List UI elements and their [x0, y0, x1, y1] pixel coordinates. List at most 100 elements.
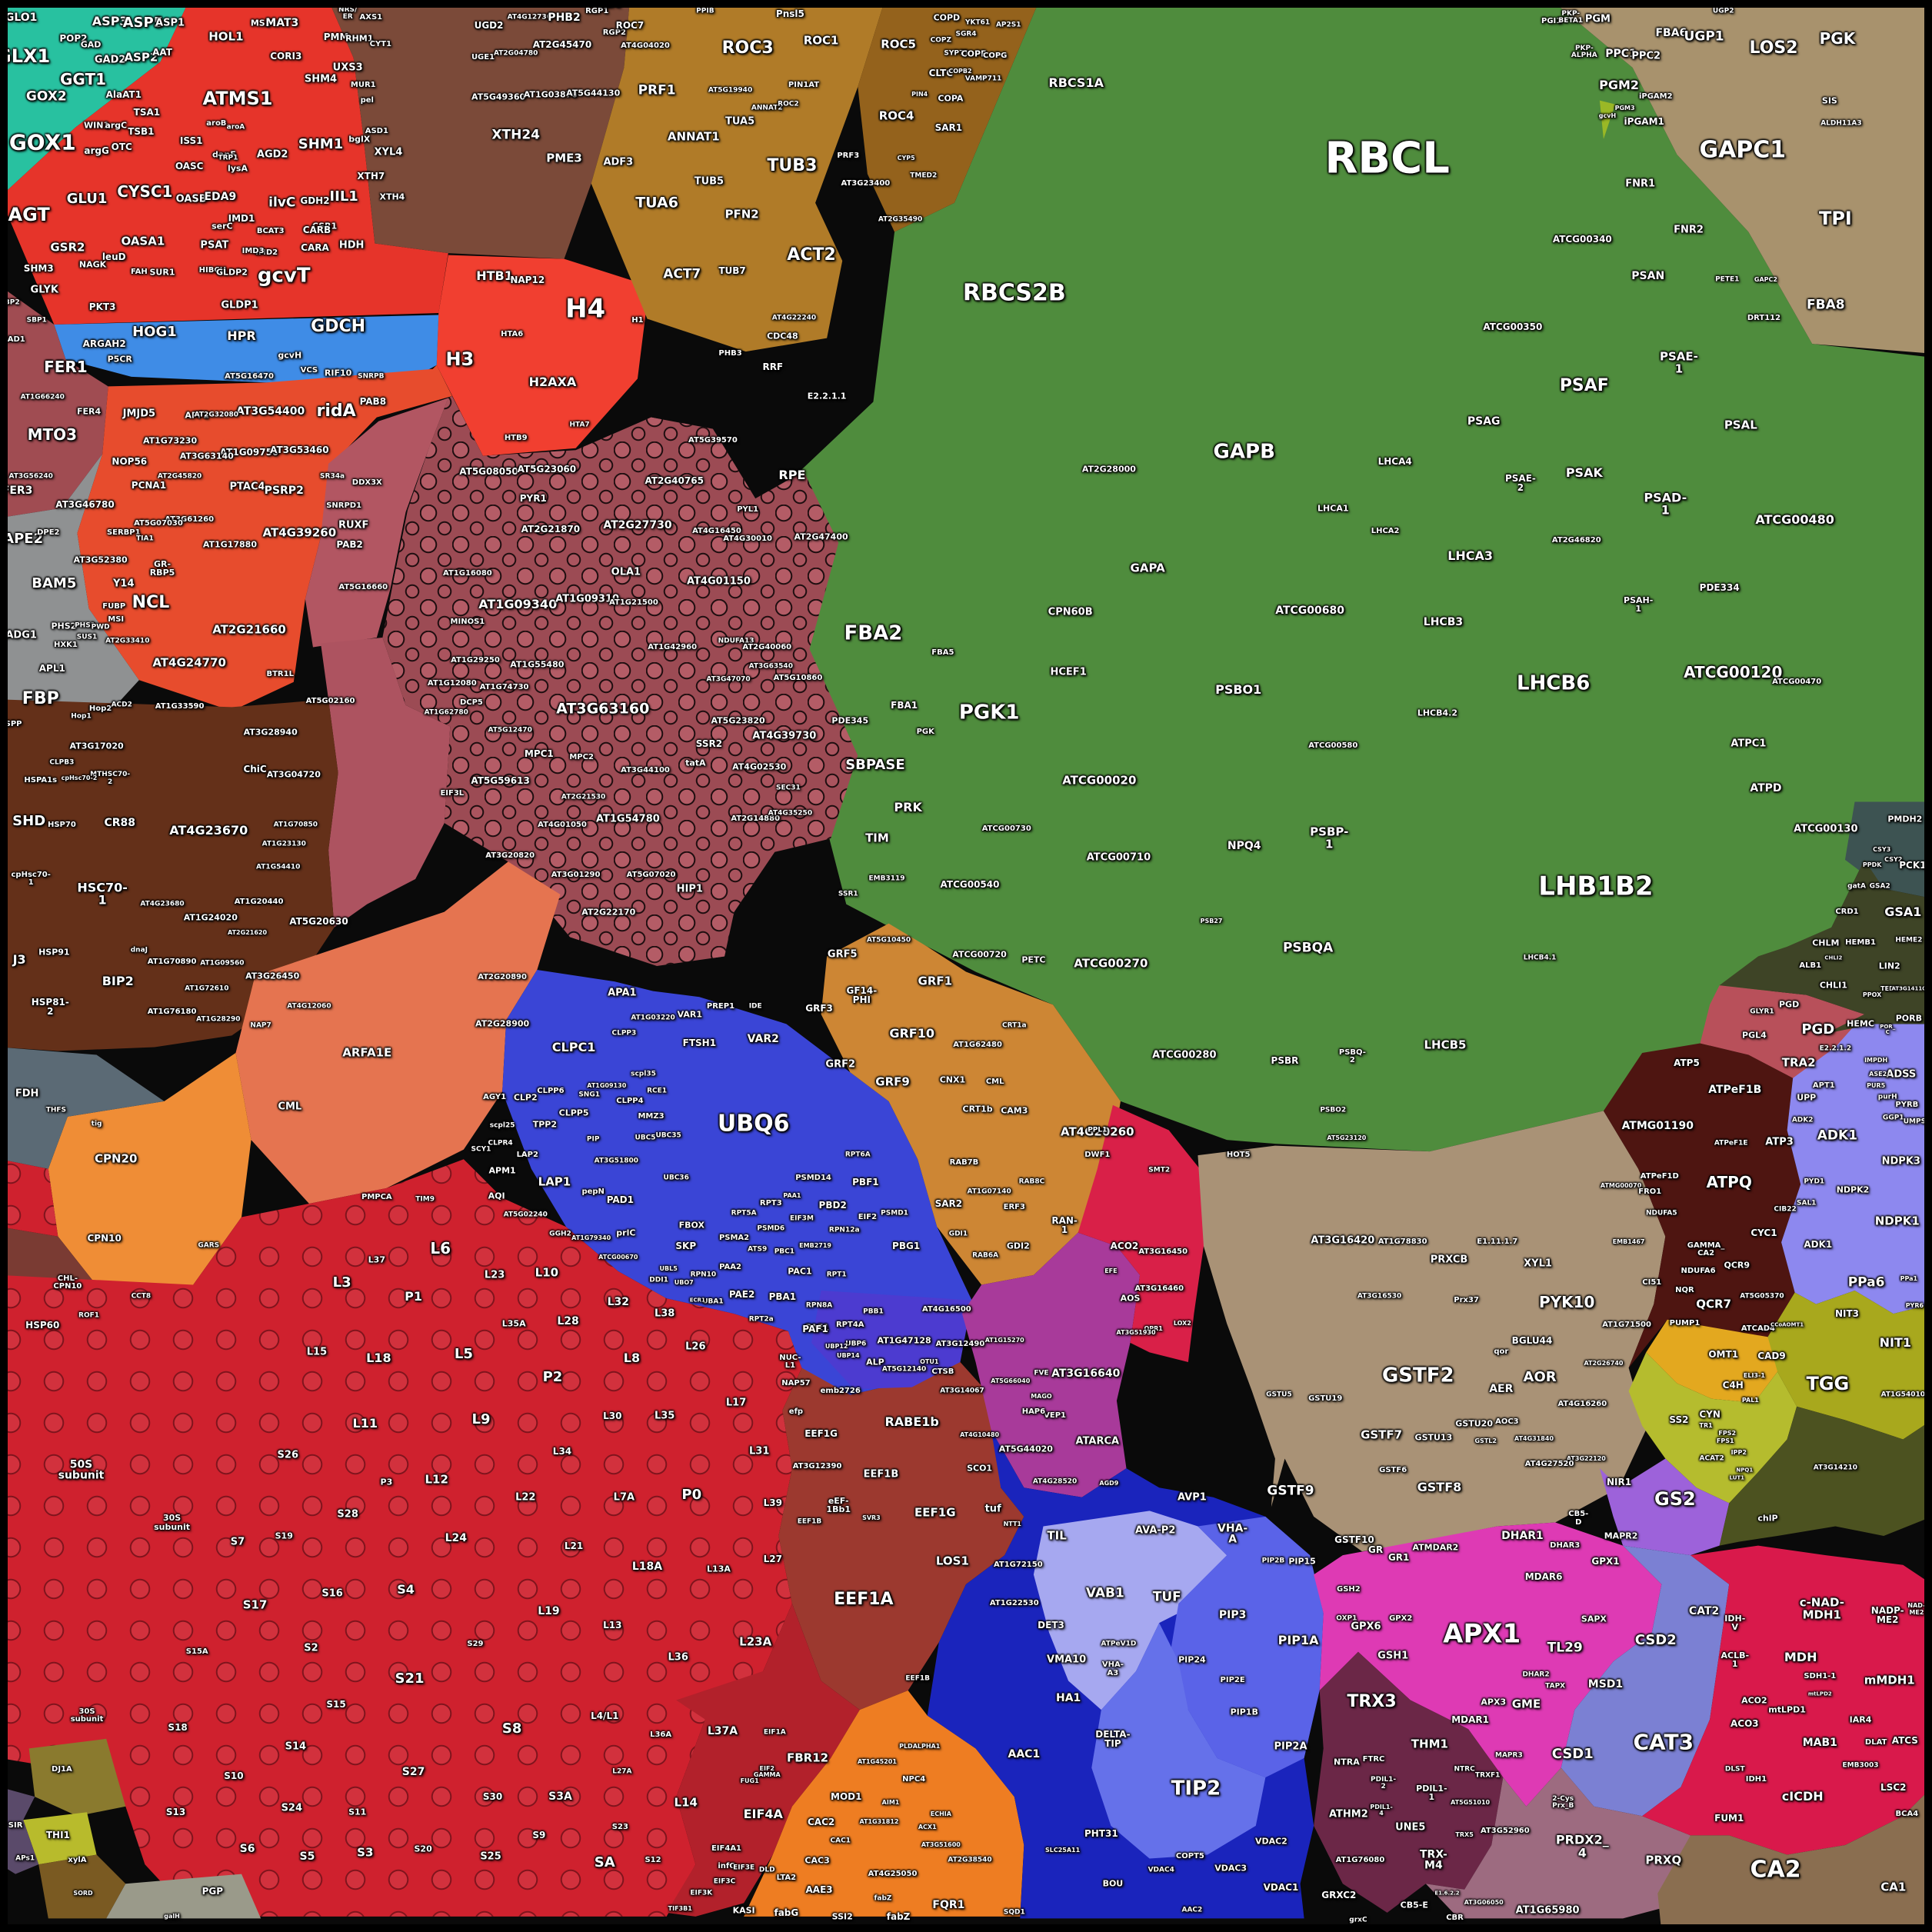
cell-label-cope: COPE	[961, 49, 987, 58]
cell-label-clpc1: CLPC1	[552, 1041, 596, 1054]
cell-label-at3g51930: AT3G51930	[1117, 1330, 1156, 1336]
cell-label-svr3: SVR3	[862, 1515, 881, 1521]
cell-label-xyl4: XYL4	[375, 148, 403, 158]
cell-label-h3: H3	[445, 350, 474, 369]
cell-label-fba1: FBA1	[891, 701, 918, 710]
cell-label-atcg00130: ATCG00130	[1794, 824, 1857, 834]
cell-label-at1g78830: AT1G78830	[1378, 1237, 1427, 1246]
cell-label-ftsh1: FTSH1	[683, 1038, 716, 1048]
cell-label-mmdh1: mMDH1	[1864, 1674, 1915, 1687]
cell-label-tpi: TPI	[1819, 208, 1852, 228]
cell-label-at1g74730: AT1G74730	[480, 683, 529, 691]
cell-label-shm3: SHM3	[24, 264, 54, 273]
cell-label-pdil1--4: PDIL1- 4	[1370, 1804, 1392, 1817]
cell-label-tsb1: TSB1	[128, 126, 154, 135]
cell-label-tif3b1: TIF3B1	[668, 1905, 692, 1912]
cell-label-sr34a: SR34a	[320, 473, 345, 481]
cell-label-phs1: PHS1	[75, 622, 95, 629]
cell-label-ss2: SS2	[1669, 1415, 1688, 1424]
cell-label-at2g20890: AT2G20890	[478, 973, 527, 981]
cell-label-eif4a1: EIF4A1	[711, 1844, 741, 1853]
cell-label-at1g21500: AT1G21500	[609, 598, 658, 607]
cell-label-gcvh: gcvH	[1599, 112, 1616, 119]
cell-label-at1g07140: AT1G07140	[967, 1188, 1011, 1195]
cell-label-rgp5: RGP5	[600, 2, 621, 9]
cell-label-gcvt: gcvT	[258, 266, 311, 287]
cell-label-apt1: APT1	[1813, 1081, 1835, 1090]
cell-label-copz: COPZ	[931, 36, 951, 44]
cell-label-sbp1: SBP1	[27, 317, 47, 324]
cell-label-galh: galH	[164, 1913, 180, 1920]
cell-label-tsa1: TSA1	[134, 107, 160, 116]
cell-label-at4g31840: AT4G31840	[1514, 1436, 1554, 1442]
cell-label-atcg00710: ATCG00710	[1087, 852, 1151, 863]
cell-label-aqi: AQI	[488, 1191, 505, 1200]
cell-label-eif3e: EIF3E	[733, 1864, 754, 1872]
cell-label-atcg00480: ATCG00480	[1755, 513, 1834, 526]
cell-label-cac1: CAC1	[831, 1837, 851, 1844]
cell-label-at4g25050: AT4G25050	[868, 1870, 918, 1878]
cell-label-s26: S26	[278, 1450, 298, 1461]
cell-label-cad1: CAD1	[2, 335, 25, 344]
cell-label-cb5--d: CB5- D	[1568, 1511, 1588, 1527]
cell-label-grf10: GRF10	[889, 1027, 934, 1040]
cell-label-gsa1: GSA1	[1884, 905, 1921, 918]
cell-label-mur1: MUR1	[351, 81, 376, 88]
cell-label-csy3: CSY3	[1873, 847, 1890, 853]
cell-label-psbp--1: PSBP- 1	[1310, 826, 1348, 851]
cell-label-rof1: ROF1	[78, 1311, 99, 1319]
cell-label-glu1: GLU1	[67, 192, 108, 206]
cell-label-hpr: HPR	[227, 329, 255, 342]
cell-label-bglu44: BGLU44	[1512, 1336, 1553, 1345]
cell-label-l28: L28	[557, 1316, 578, 1327]
cell-label-uxs3: UXS3	[333, 62, 363, 73]
cell-label-apx1: APX1	[1443, 1621, 1521, 1648]
cell-label-at2g21530: AT2G21530	[561, 794, 605, 801]
cell-label-psat: PSAT	[200, 240, 228, 251]
cell-label-pin1at: PIN1AT	[788, 81, 819, 88]
cell-label-ndpk2: NDPK2	[1837, 1186, 1870, 1194]
cell-label-ndufa13: NDUFA13	[718, 638, 754, 645]
cell-label-nap7: NAP7	[250, 1022, 271, 1029]
cell-label-mat3: MAT3	[265, 18, 298, 29]
cell-label-gamma_-ca2: GAMMA_ CA2	[1687, 1241, 1725, 1257]
cell-label-rgp1: RGP1	[585, 7, 608, 15]
cell-label-grxc2: GRXC2	[1321, 1890, 1356, 1900]
cell-label-gdh2: GDH2	[300, 196, 329, 205]
cell-label-ssr2: SSR2	[696, 739, 722, 748]
cell-label-fba6: FBA6	[1655, 27, 1687, 38]
cell-label-emb2726: emb2726	[821, 1387, 861, 1395]
cell-label-l35: L35	[655, 1411, 675, 1421]
cell-label-gstu13: GSTU13	[1415, 1433, 1453, 1441]
cell-label-tuf: TUF	[1153, 1591, 1181, 1604]
cell-label-eli3-1: ELI3-1	[1744, 1372, 1765, 1378]
cell-label-grf1: GRF1	[918, 975, 953, 988]
cell-label-at1g31812: AT1G31812	[859, 1818, 898, 1825]
cell-label-xth4: XTH4	[379, 192, 405, 201]
cell-label-apf2: APF2	[185, 411, 209, 419]
cell-label-glyr1: GLYR1	[1750, 1008, 1774, 1016]
cell-label-at3g61260: AT3G61260	[165, 515, 214, 524]
cell-label-ddx3x: DDX3X	[352, 478, 382, 487]
cell-label-at4g16450: AT4G16450	[692, 527, 741, 535]
cell-label-pel: pel	[361, 96, 374, 105]
cell-label-at2g35490: AT2G35490	[878, 216, 922, 224]
cell-label-roc1: ROC1	[804, 34, 839, 46]
cell-label-ubp12: UBP12	[825, 1343, 848, 1350]
cell-label-eef1b: EEF1B	[905, 1675, 930, 1682]
cell-label-ugp2: UGP2	[1713, 8, 1734, 15]
cell-label-aldh11a3: ALDH11A3	[1820, 120, 1861, 127]
cell-label-rce1: RCE1	[647, 1088, 667, 1095]
cell-label-sis: SIS	[1822, 96, 1837, 105]
cell-label-rbcs2b: RBCS2B	[963, 281, 1066, 306]
cell-label-at4g30010: AT4G30010	[723, 535, 772, 543]
cell-label-emb3119: EMB3119	[868, 875, 904, 882]
cell-label-copg: COPG	[983, 52, 1007, 60]
cell-label-at2g46820: AT2G46820	[1552, 537, 1601, 545]
cell-label-vep1: VEP1	[1044, 1411, 1066, 1420]
cell-label-delta--tip: DELTA- TIP	[1095, 1729, 1130, 1748]
cell-label-jmjd5: JMJD5	[123, 408, 155, 419]
cell-label-at1g28290: AT1G28290	[196, 1016, 240, 1024]
cell-label-cat3: CAT3	[1634, 1731, 1694, 1754]
